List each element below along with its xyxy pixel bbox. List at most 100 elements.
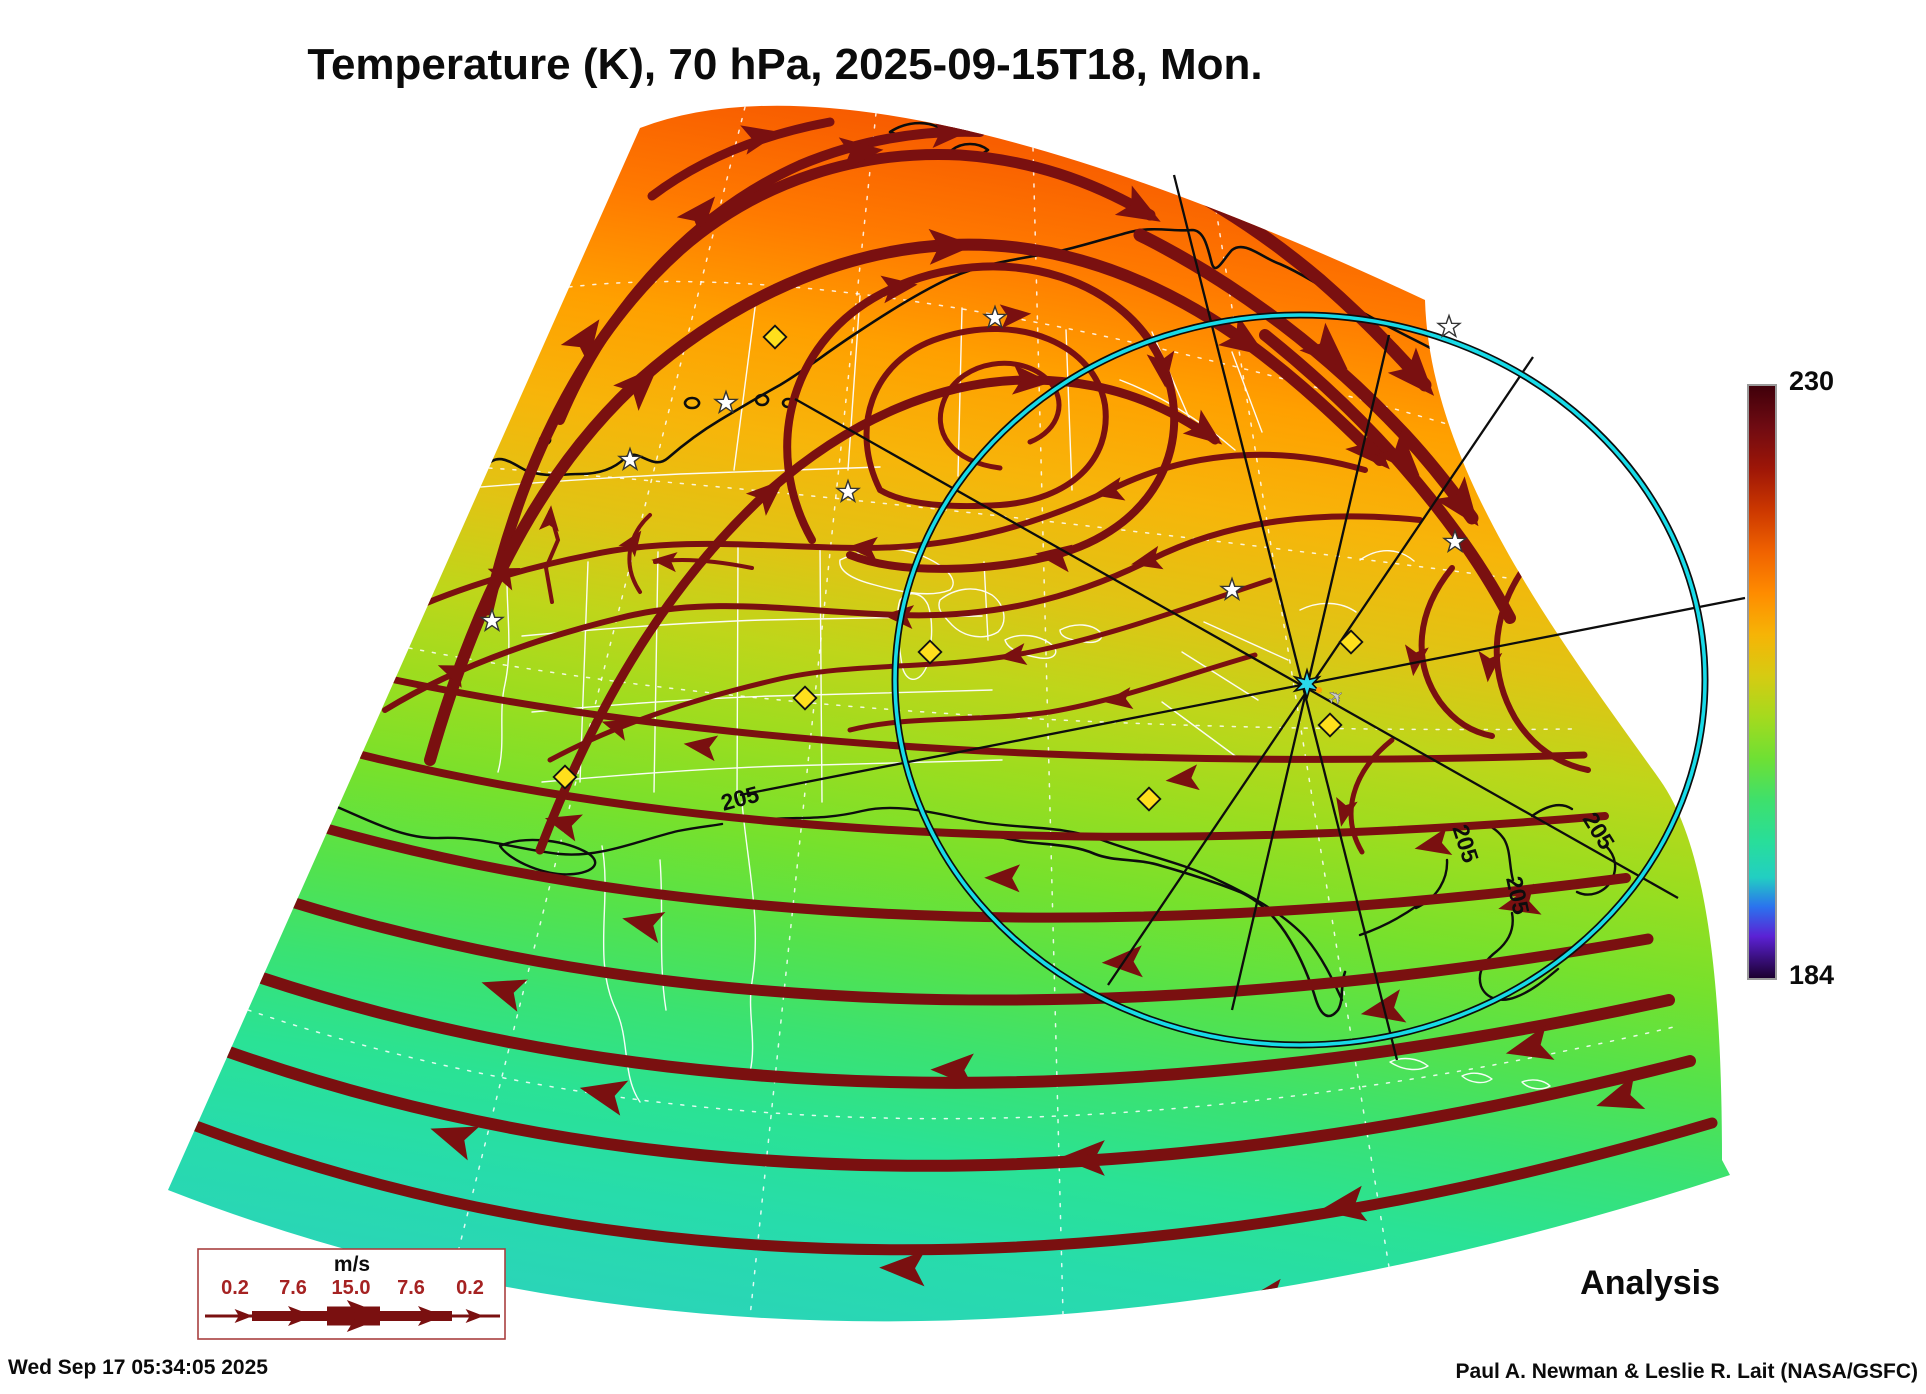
- legend-arrowhead: [288, 1306, 314, 1326]
- borders-white-path: [1299, 602, 1357, 613]
- flow-arrowhead: [1101, 945, 1143, 978]
- station-orange-dot: [1316, 687, 1322, 693]
- flow-arrowhead: [984, 864, 1021, 893]
- colorbar-min-label: 184: [1789, 960, 1835, 990]
- star-marker: [479, 607, 505, 633]
- borders-white-path: [938, 588, 1005, 638]
- legend-speed-value: 7.6: [279, 1277, 307, 1299]
- flow-arrowhead: [1146, 350, 1175, 388]
- streamline: [847, 652, 1258, 733]
- flow-arrowhead: [1114, 185, 1161, 222]
- flow-arrowhead: [1131, 545, 1164, 570]
- flow-arrowhead: [1387, 347, 1435, 396]
- legend-arrowheads: [234, 1300, 484, 1332]
- legend-arrowhead: [234, 1309, 253, 1323]
- streamline: [938, 360, 1062, 471]
- flow-arrowhead: [1336, 797, 1358, 827]
- star-marker: [982, 304, 1008, 330]
- flow-arrowhead: [560, 319, 600, 365]
- diamond-marker: [552, 764, 578, 790]
- star-marker: [713, 389, 739, 415]
- flow-arrowhead: [1478, 650, 1503, 683]
- coastline-black-path: [683, 396, 701, 410]
- flow-arrowhead: [579, 1080, 629, 1116]
- star-marker: [1436, 313, 1462, 339]
- legend-speed-values: 0.2 7.6 15.0 7.6 0.2: [221, 1277, 484, 1299]
- diamond-marker: [1317, 712, 1343, 738]
- streamline: [627, 513, 652, 594]
- range-line: [794, 397, 1679, 900]
- flow-arrowhead: [1596, 1074, 1646, 1110]
- borders-white-path: [1059, 624, 1103, 644]
- borders-white-path: [1521, 1079, 1551, 1090]
- flow-arrowhead: [1165, 764, 1200, 791]
- legend-arrowhead: [346, 1300, 389, 1332]
- borders-white-path: [1181, 651, 1259, 701]
- star-marker: [617, 446, 643, 472]
- flow-arrowhead: [437, 665, 471, 688]
- streamline: [1418, 565, 1495, 739]
- star-marker: [1219, 576, 1245, 602]
- colorbar-max-label: 230: [1789, 366, 1835, 396]
- flow-arrowhead: [651, 552, 678, 573]
- graticule-lon-path: [749, 112, 877, 1318]
- flow-arrowhead: [928, 228, 975, 265]
- streamline: [190, 1117, 1718, 1256]
- flow-arrowhead: [676, 196, 716, 238]
- station-star-marker: [1292, 667, 1322, 701]
- borders-white-path: [531, 689, 993, 713]
- streamline: [424, 238, 1386, 766]
- contour-205-path: [1530, 803, 1574, 818]
- flow-arrowhead: [846, 536, 878, 561]
- borders-white-path: [1389, 1057, 1429, 1071]
- diamond-marker: [1136, 786, 1162, 812]
- star-marker: [835, 478, 861, 504]
- credit-line: Paul A. Newman & Leslie R. Lait (NASA/GS…: [1455, 1360, 1918, 1383]
- range-ring: [893, 313, 1707, 1047]
- legend-arrowhead: [465, 1309, 484, 1323]
- streamline: [391, 676, 1588, 763]
- borders-white-path: [1231, 351, 1263, 433]
- borders-white-path: [1161, 701, 1239, 759]
- coastline-black-path: [754, 393, 770, 407]
- flow-arrowhead: [880, 275, 918, 304]
- flow-arrowhead: [1498, 883, 1542, 915]
- borders-white-path: [653, 551, 659, 793]
- borders-white-path: [983, 561, 989, 641]
- flow-arrowhead: [1414, 827, 1453, 855]
- flow-arrowhead: [680, 1315, 725, 1322]
- streamline: [863, 326, 1109, 510]
- flow-arrowhead: [618, 530, 642, 558]
- legend-speed-value: 0.2: [221, 1277, 249, 1299]
- streamline: [1348, 737, 1395, 855]
- site-markers: ✈: [479, 304, 1468, 812]
- range-ring-and-lines: [739, 174, 1746, 1061]
- borders-white-path: [541, 759, 1003, 783]
- streamline: [358, 751, 1609, 841]
- temperature-colorbar: [1747, 384, 1777, 980]
- map-fan-temperature-fill: [168, 105, 1730, 1322]
- borders-white-path: [847, 295, 861, 471]
- legend-arrowhead: [418, 1306, 444, 1326]
- analysis-label: Analysis: [1580, 1264, 1720, 1302]
- render-timestamp: Wed Sep 17 05:34:05 2025: [8, 1356, 268, 1379]
- flow-arrowhead: [430, 1126, 480, 1161]
- flow-arrowhead: [745, 479, 785, 516]
- borders-white-path: [733, 299, 757, 471]
- graticule-lon: [451, 106, 1390, 1318]
- flow-arrowhead: [838, 137, 884, 172]
- wind-speed-legend: m/s 0.2 7.6 15.0 7.6 0.2: [197, 1248, 506, 1340]
- flow-arrowhead: [622, 912, 666, 944]
- diamond-marker: [1338, 629, 1364, 655]
- streamline: [1493, 557, 1591, 773]
- flow-arrowhead: [1104, 687, 1134, 709]
- flow-arrowhead: [1375, 430, 1420, 476]
- flow-arrowhead: [613, 365, 659, 411]
- borders-white-path: [736, 546, 739, 803]
- range-line: [1230, 334, 1391, 1011]
- flow-arrowhead: [1011, 364, 1051, 395]
- flow-arrowhead: [601, 719, 632, 741]
- flow-arrowhead: [1345, 424, 1390, 470]
- star-marker: [1442, 528, 1468, 554]
- flow-arrowhead: [879, 1250, 926, 1287]
